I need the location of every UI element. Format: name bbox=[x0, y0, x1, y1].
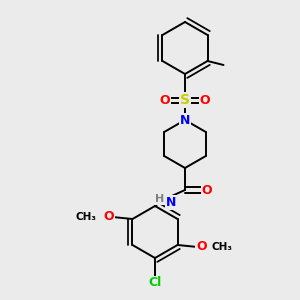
Text: N: N bbox=[180, 113, 190, 127]
Text: O: O bbox=[160, 94, 170, 106]
Text: CH₃: CH₃ bbox=[76, 212, 97, 222]
Text: N: N bbox=[166, 196, 176, 208]
Text: N: N bbox=[180, 113, 190, 127]
Text: N: N bbox=[166, 196, 176, 208]
Text: O: O bbox=[202, 184, 212, 196]
Text: Cl: Cl bbox=[148, 277, 162, 290]
Text: O: O bbox=[200, 94, 210, 106]
Text: H: H bbox=[156, 194, 166, 204]
Text: CH₃: CH₃ bbox=[212, 242, 233, 252]
Text: O: O bbox=[196, 241, 207, 254]
Text: H: H bbox=[155, 194, 165, 204]
Text: S: S bbox=[180, 93, 190, 107]
Text: O: O bbox=[103, 211, 114, 224]
